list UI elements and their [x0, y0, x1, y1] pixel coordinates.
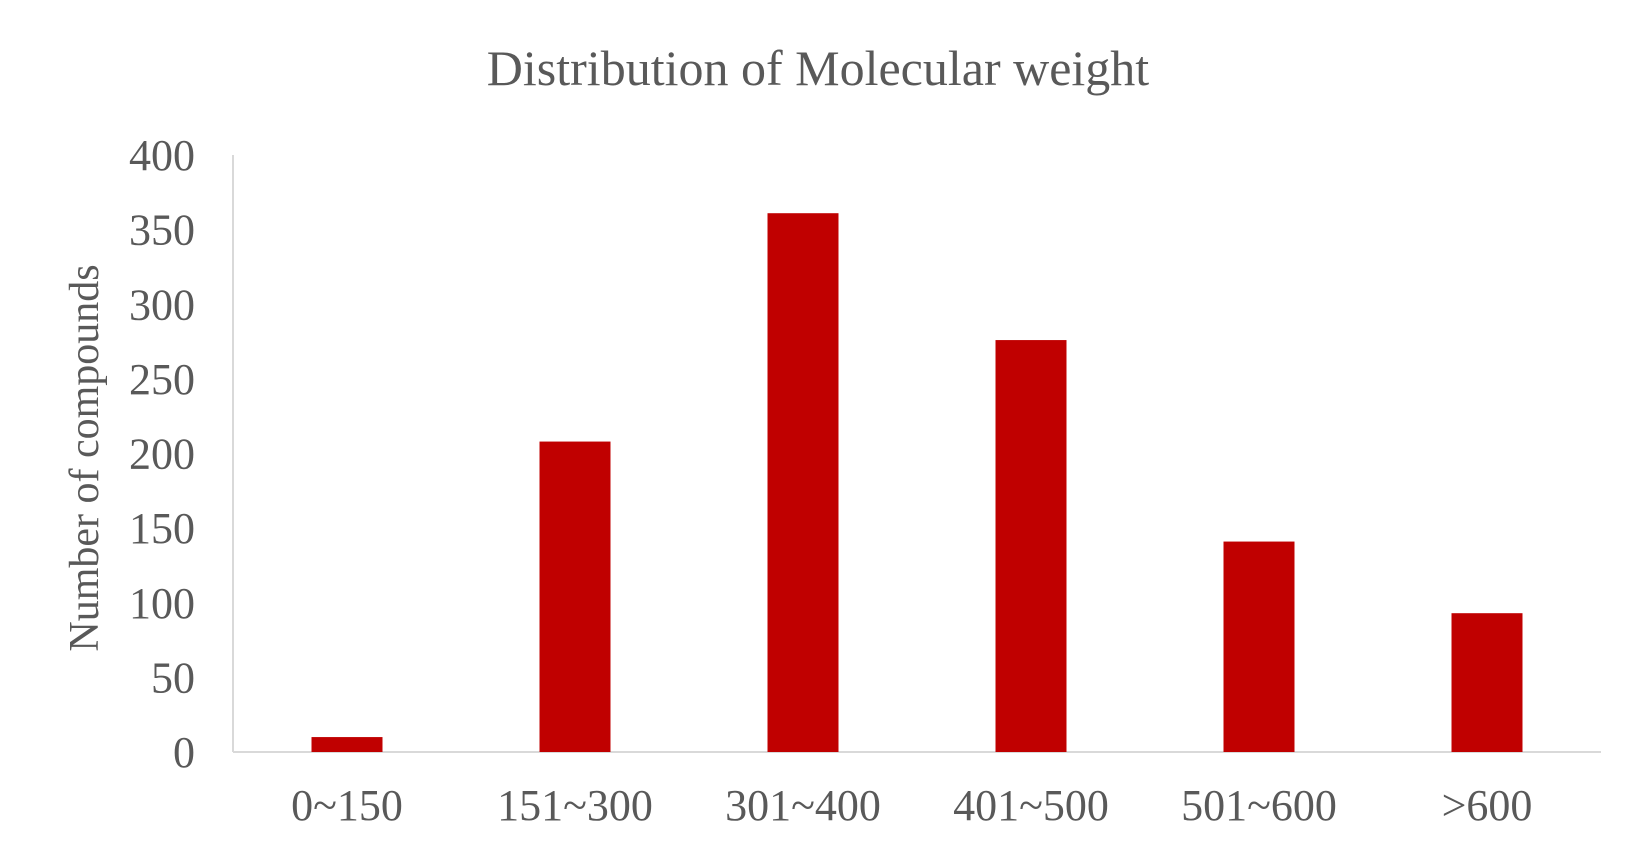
y-tick-label: 400	[129, 131, 195, 180]
x-tick-label: 151~300	[497, 781, 653, 830]
chart-title: Distribution of Molecular weight	[487, 40, 1149, 96]
y-tick-labels: 0 50 100 150 200 250 300 350 400	[129, 131, 195, 777]
y-tick-label: 150	[129, 504, 195, 553]
bar	[311, 737, 383, 752]
x-tick-label: 401~500	[953, 781, 1109, 830]
x-tick-label: 0~150	[291, 781, 403, 830]
y-tick-label: 0	[173, 728, 195, 777]
y-tick-label: 250	[129, 355, 195, 404]
x-tick-label: >600	[1442, 781, 1533, 830]
x-tick-labels: 0~150 151~300 301~400 401~500 501~600 >600	[291, 781, 1532, 830]
y-tick-label: 200	[129, 430, 195, 479]
bar	[1223, 541, 1295, 752]
bar-series	[311, 213, 1523, 752]
y-axis-label: Number of compounds	[62, 264, 108, 651]
bar	[767, 213, 839, 752]
bar	[1451, 613, 1523, 752]
x-tick-label: 501~600	[1181, 781, 1337, 830]
bar	[995, 340, 1067, 752]
bar	[539, 441, 611, 752]
y-tick-label: 100	[129, 579, 195, 628]
x-tick-label: 301~400	[725, 781, 881, 830]
y-tick-label: 350	[129, 206, 195, 255]
y-tick-label: 50	[151, 653, 195, 702]
y-tick-label: 300	[129, 280, 195, 329]
